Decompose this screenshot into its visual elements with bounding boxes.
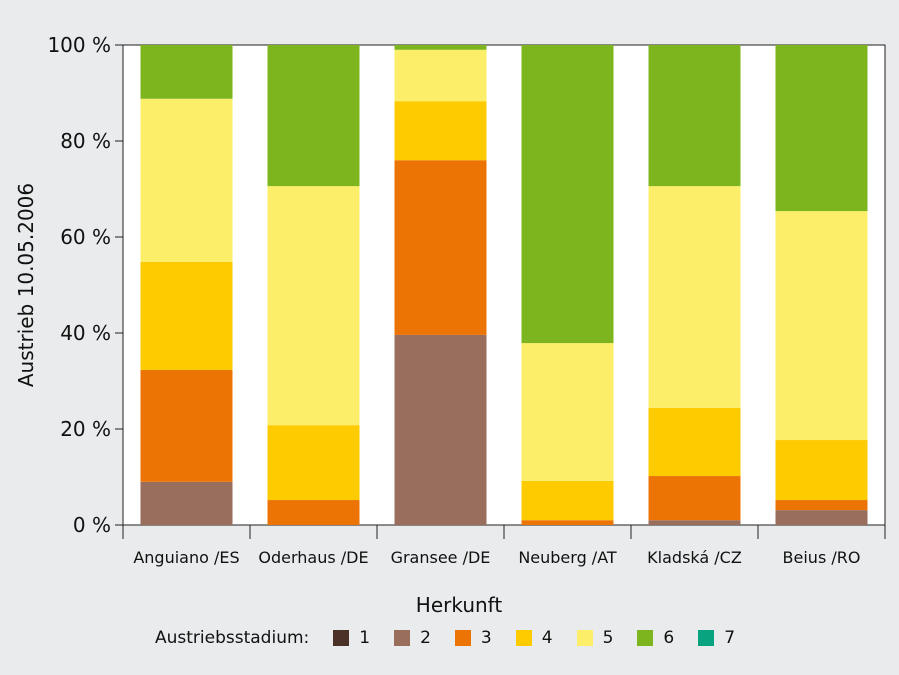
bar-segment xyxy=(521,45,614,344)
legend-swatch xyxy=(454,630,471,646)
legend-swatch xyxy=(637,630,654,646)
x-tick-label: Gransee /DE xyxy=(391,548,491,567)
bar-segment xyxy=(775,500,868,511)
bar-segment xyxy=(140,261,233,370)
bar-segment xyxy=(140,369,233,482)
bar-segment xyxy=(775,211,868,441)
bar-segment xyxy=(648,45,741,187)
bar-segment xyxy=(521,520,614,525)
legend-label: 2 xyxy=(420,628,431,648)
bar-segment xyxy=(140,98,233,262)
legend-swatch xyxy=(698,630,715,646)
legend-swatch xyxy=(515,630,532,646)
bar-segment xyxy=(394,101,487,161)
legend-title: Austriebsstadium: xyxy=(155,628,310,648)
y-tick-label: 0 % xyxy=(73,513,111,537)
bar-segment xyxy=(267,186,360,426)
bar-segment xyxy=(394,334,487,525)
bar-segment xyxy=(521,343,614,481)
bar-segment xyxy=(394,49,487,102)
bar-segment xyxy=(775,45,868,212)
y-tick-label: 100 % xyxy=(47,33,111,57)
bar-segment xyxy=(648,476,741,521)
x-tick-label: Kladská /CZ xyxy=(647,548,742,567)
x-tick-label: Neuberg /AT xyxy=(518,548,617,567)
bar-segment xyxy=(267,500,360,525)
x-tick-label: Beius /RO xyxy=(783,548,861,567)
plot-area xyxy=(122,44,886,526)
legend-label: 5 xyxy=(602,628,614,648)
legend-label: 1 xyxy=(359,628,371,648)
y-tick-label: 40 % xyxy=(60,321,111,345)
legend-label: 4 xyxy=(541,628,553,648)
legend-swatch xyxy=(394,630,411,646)
legend-label: 3 xyxy=(480,628,492,648)
bar-segment xyxy=(521,480,614,521)
bar-segment xyxy=(394,45,487,50)
bar-segment xyxy=(775,510,868,525)
bar-segment xyxy=(267,45,360,187)
bar-segment xyxy=(648,407,741,477)
bar-segment xyxy=(140,45,233,99)
bar-segment xyxy=(394,160,487,335)
y-tick-label: 60 % xyxy=(60,225,111,249)
x-tick-label: Anguiano /ES xyxy=(133,548,239,567)
bar-segment xyxy=(140,481,233,525)
y-tick-label: 80 % xyxy=(60,129,111,153)
bar-segment xyxy=(775,440,868,501)
y-axis-label: Austrieb 10.05.2006 xyxy=(14,183,38,387)
legend-label: 6 xyxy=(663,628,675,648)
x-axis-label: Herkunft xyxy=(416,593,503,617)
legend-swatch xyxy=(333,630,350,646)
bar-segment xyxy=(267,425,360,501)
bar-segment xyxy=(648,186,741,408)
legend: Austriebsstadium: 1 2 3 4 5 6 7 xyxy=(155,628,735,648)
legend-label: 7 xyxy=(724,628,736,648)
x-tick-label: Oderhaus /DE xyxy=(258,548,368,567)
legend-swatch xyxy=(576,630,593,646)
y-tick-label: 20 % xyxy=(60,417,111,441)
bar-segment xyxy=(648,520,741,525)
